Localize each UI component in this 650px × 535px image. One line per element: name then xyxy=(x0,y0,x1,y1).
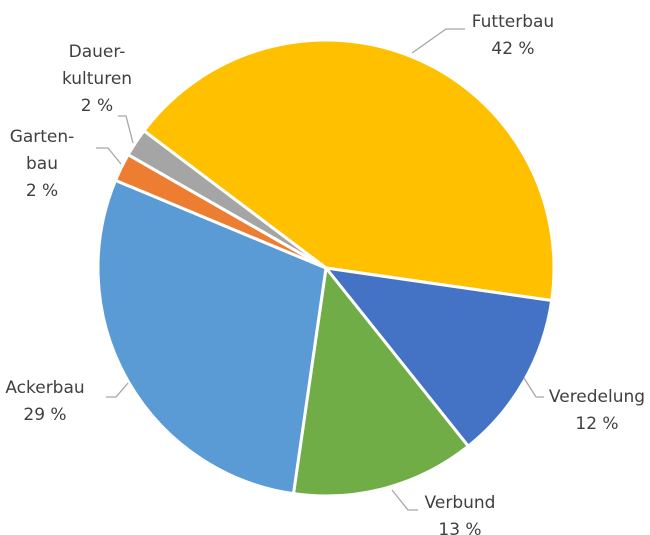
value-label: 2 % xyxy=(80,96,114,116)
category-label: Veredelung xyxy=(548,387,646,407)
leader-line xyxy=(106,382,129,398)
value-label: 2 % xyxy=(25,181,59,201)
data-label: Futterbau 42 % xyxy=(472,9,554,63)
category-label: Futterbau xyxy=(471,12,555,32)
leader-line xyxy=(96,147,122,165)
pie-slice xyxy=(324,266,554,448)
value-label: 29 % xyxy=(23,405,67,425)
leader-line xyxy=(391,489,418,511)
pie-slice xyxy=(126,129,328,270)
data-label: Verbund 13 % xyxy=(425,490,496,535)
data-label: Veredelung 12 % xyxy=(549,384,645,438)
category-label: Dauer- kulturen xyxy=(61,42,133,89)
leader-line xyxy=(411,28,465,54)
value-label: 13 % xyxy=(438,520,482,535)
pie-slice xyxy=(96,178,328,496)
leader-line xyxy=(523,377,544,398)
category-label: Garten- bau xyxy=(9,127,75,174)
data-label: Garten- bau 2 % xyxy=(10,124,75,205)
pie-slice xyxy=(142,38,556,303)
leader-line xyxy=(118,115,134,144)
data-label: Ackerbau 29 % xyxy=(5,375,84,429)
value-label: 12 % xyxy=(575,414,619,434)
category-label: Verbund xyxy=(424,493,496,513)
category-label: Ackerbau xyxy=(5,378,85,398)
data-label: Dauer- kulturen 2 % xyxy=(62,39,132,120)
value-label: 42 % xyxy=(491,39,535,59)
pie-slice xyxy=(291,266,470,498)
